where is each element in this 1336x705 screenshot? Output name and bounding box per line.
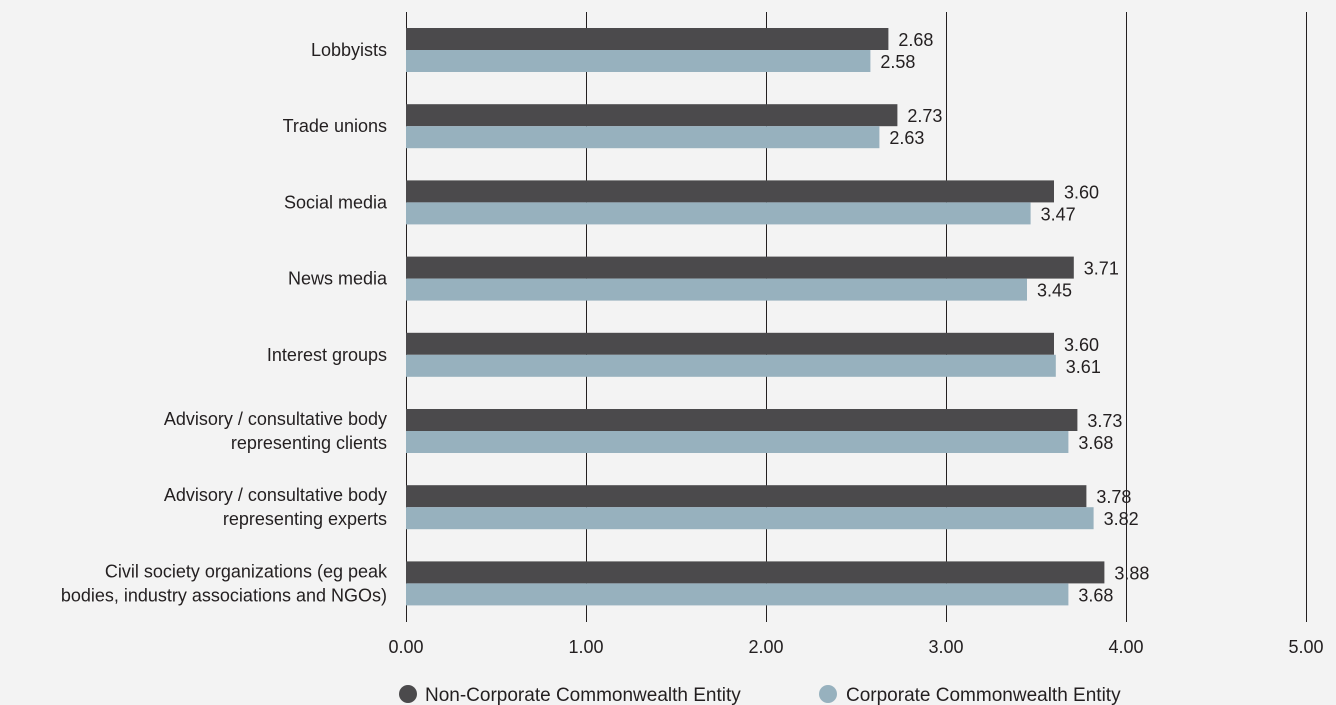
data-label: 3.45 — [1037, 281, 1072, 301]
bar-corporate — [406, 50, 871, 72]
data-label: 2.63 — [889, 128, 924, 148]
bar-non-corporate — [406, 256, 1074, 279]
data-label: 3.61 — [1066, 357, 1101, 377]
legend-label: Non-Corporate Commonwealth Entity — [425, 685, 741, 705]
bar-corporate — [406, 583, 1069, 606]
category-label: News media — [288, 269, 388, 289]
x-tick-label: 0.00 — [388, 637, 423, 657]
data-label: 2.73 — [907, 106, 942, 126]
category-label: bodies, industry associations and NGOs) — [61, 585, 387, 605]
data-label: 3.60 — [1064, 182, 1099, 202]
bar-corporate — [406, 354, 1056, 377]
x-tick-label: 5.00 — [1288, 637, 1323, 657]
bar-corporate — [406, 126, 880, 149]
bar-non-corporate — [406, 180, 1054, 203]
category-label: Trade unions — [283, 116, 387, 136]
bar-corporate — [406, 278, 1027, 301]
bar-non-corporate — [406, 561, 1105, 584]
category-label: Interest groups — [267, 345, 387, 365]
data-label: 2.58 — [880, 52, 915, 72]
data-label: 3.47 — [1041, 204, 1076, 224]
legend: Non-Corporate Commonwealth Entity Corpora… — [399, 685, 1121, 705]
data-label: 3.78 — [1096, 487, 1131, 507]
category-labels: Lobbyists Trade unions Social media News me… — [61, 40, 388, 605]
bar-non-corporate — [406, 104, 898, 127]
data-label: 3.60 — [1064, 335, 1099, 355]
legend-label: Corporate Commonwealth Entity — [846, 685, 1121, 705]
x-tick-label: 3.00 — [928, 637, 963, 657]
legend-marker — [819, 685, 837, 703]
x-axis-tick-labels: 0.00 1.00 2.00 3.00 4.00 5.00 — [388, 637, 1323, 657]
x-tick-label: 4.00 — [1108, 637, 1143, 657]
bar-non-corporate — [406, 485, 1087, 508]
gridlines — [406, 12, 1307, 622]
bar-non-corporate — [406, 28, 889, 50]
bar-corporate — [406, 431, 1069, 453]
category-label: Social media — [284, 192, 388, 212]
data-label: 3.73 — [1087, 411, 1122, 431]
bar-corporate — [406, 202, 1031, 225]
data-label: 3.68 — [1078, 433, 1113, 453]
data-label: 3.88 — [1114, 563, 1149, 583]
category-label: representing clients — [231, 433, 387, 453]
category-label: Advisory / consultative body — [164, 409, 387, 429]
category-label: representing experts — [223, 509, 387, 529]
category-label: Lobbyists — [311, 40, 387, 60]
data-label: 3.71 — [1084, 259, 1119, 279]
legend-marker — [399, 685, 417, 703]
bar-non-corporate — [406, 332, 1054, 355]
category-label: Civil society organizations (eg peak — [105, 561, 388, 581]
x-tick-label: 1.00 — [568, 637, 603, 657]
category-label: Advisory / consultative body — [164, 485, 387, 505]
data-label: 3.68 — [1078, 585, 1113, 605]
bar-non-corporate — [406, 409, 1078, 431]
data-labels: 2.682.582.732.633.603.473.713.453.603.61… — [880, 30, 1149, 605]
data-label: 2.68 — [898, 30, 933, 50]
bar-corporate — [406, 507, 1094, 530]
x-tick-label: 2.00 — [748, 637, 783, 657]
bars — [406, 28, 1105, 606]
data-label: 3.82 — [1104, 509, 1139, 529]
